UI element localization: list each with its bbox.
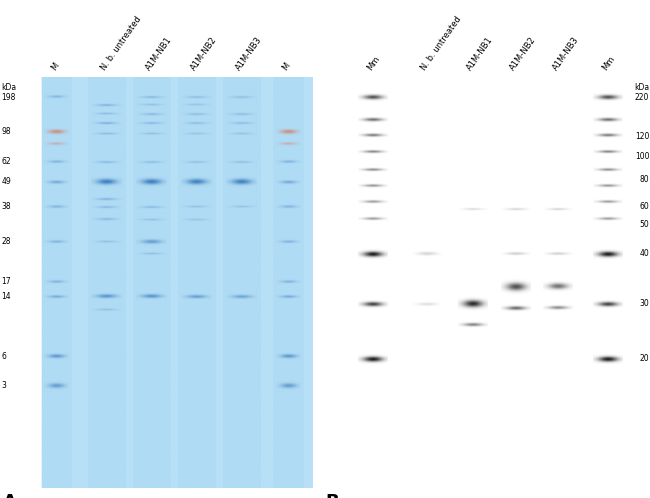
Text: 38: 38 <box>1 202 11 211</box>
Text: 40: 40 <box>640 249 649 258</box>
Text: B: B <box>325 493 339 498</box>
Text: 30: 30 <box>640 299 649 308</box>
Text: A1M-NB2: A1M-NB2 <box>189 35 218 72</box>
Text: M: M <box>281 61 292 72</box>
Text: N. b. untreated: N. b. untreated <box>419 15 463 72</box>
Text: Mm: Mm <box>600 54 616 72</box>
Text: A1M-NB1: A1M-NB1 <box>465 35 495 72</box>
Text: 17: 17 <box>1 277 11 286</box>
Text: Mm: Mm <box>365 54 382 72</box>
Text: 49: 49 <box>1 177 11 186</box>
Text: 28: 28 <box>1 237 11 246</box>
Text: kDa: kDa <box>634 83 649 92</box>
Text: 50: 50 <box>640 220 649 229</box>
Text: A1M-NB1: A1M-NB1 <box>144 35 174 72</box>
Text: 80: 80 <box>640 175 649 184</box>
Text: 220: 220 <box>635 93 649 102</box>
Text: 100: 100 <box>635 152 649 161</box>
Text: 14: 14 <box>1 292 11 301</box>
Text: kDa: kDa <box>1 83 17 92</box>
Text: 62: 62 <box>1 157 11 166</box>
Text: A1M-NB3: A1M-NB3 <box>234 35 264 72</box>
Text: 198: 198 <box>1 93 16 102</box>
Text: 6: 6 <box>1 352 6 361</box>
Text: A: A <box>3 493 17 498</box>
Text: 3: 3 <box>1 381 6 390</box>
Text: 20: 20 <box>640 354 649 363</box>
Text: 98: 98 <box>1 127 11 136</box>
Text: 120: 120 <box>635 132 649 141</box>
Text: 60: 60 <box>640 202 649 211</box>
Text: M: M <box>49 61 60 72</box>
Text: A1M-NB2: A1M-NB2 <box>508 35 538 72</box>
Text: N. b. untreated: N. b. untreated <box>99 15 143 72</box>
Text: A1M-NB3: A1M-NB3 <box>551 35 580 72</box>
